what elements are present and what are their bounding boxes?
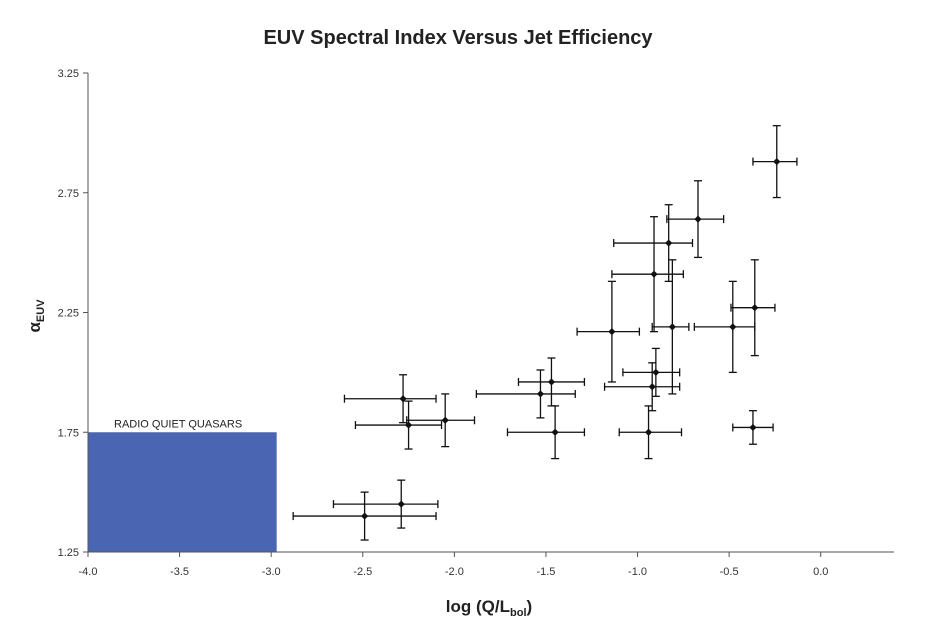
y-tick-label: 1.25 (58, 547, 79, 559)
x-tick-label: 0.0 (813, 566, 828, 578)
data-point (343, 374, 437, 424)
diamond-marker (650, 270, 658, 278)
diamond-marker (399, 395, 407, 403)
diamond-marker (361, 512, 369, 520)
x-tick-label: -3.0 (262, 566, 281, 578)
data-point (732, 410, 774, 445)
diamond-marker (608, 328, 616, 336)
diamond-marker (773, 158, 781, 166)
x-tick-label: -0.5 (720, 566, 739, 578)
data-point (292, 491, 437, 541)
diamond-marker (547, 378, 556, 386)
diamond-marker (665, 239, 673, 247)
data-point (730, 259, 776, 357)
data-point (576, 280, 641, 383)
data-point (611, 216, 684, 333)
radio-quiet-region (88, 432, 277, 552)
y-axis-label-main: α (25, 322, 44, 333)
x-tick-label: -3.5 (170, 566, 189, 578)
data-point (622, 347, 681, 397)
x-axis-label: log (Q/Lbol) (446, 597, 532, 619)
data-point (517, 357, 586, 407)
data-points (292, 125, 798, 541)
x-axis-ticks: -4.0 -3.5 -3.0 -2.5 -2.0 -1.5 -1.0 -0.5 0.0 (79, 552, 828, 578)
y-axis-label-sub: EUV (35, 299, 47, 322)
x-tick-label: -1.0 (628, 566, 647, 578)
radio-quiet-region-label: RADIO QUIET QUASARS (114, 418, 242, 430)
x-axis-label-sub: bol (510, 607, 527, 619)
data-point (603, 362, 681, 412)
diamond-marker (751, 304, 759, 312)
data-point (752, 125, 798, 199)
x-tick-label: -4.0 (79, 566, 98, 578)
diamond-marker (729, 323, 737, 331)
x-tick-label: -2.0 (445, 566, 464, 578)
y-axis-label: αEUV (25, 299, 47, 333)
data-point (693, 280, 756, 374)
data-point (406, 393, 476, 448)
diamond-marker (749, 423, 757, 432)
y-axis-ticks: 1.25 1.75 2.25 2.75 3.25 (58, 68, 88, 559)
diamond-marker (668, 323, 676, 331)
diamond-marker (652, 368, 660, 376)
data-point (354, 400, 443, 450)
x-axis-label-end: ) (527, 597, 533, 616)
diamond-marker (694, 215, 702, 223)
data-point (475, 369, 576, 419)
diamond-marker (551, 428, 559, 436)
data-point (618, 405, 683, 460)
diamond-marker (536, 390, 545, 398)
data-point (666, 180, 725, 259)
y-tick-label: 1.75 (58, 427, 79, 439)
diamond-marker (441, 416, 449, 424)
x-tick-label: -2.5 (353, 566, 372, 578)
y-tick-label: 3.25 (58, 68, 79, 80)
diamond-marker (397, 500, 405, 508)
chart-title: EUV Spectral Index Versus Jet Efficiency (263, 27, 653, 49)
y-tick-label: 2.75 (58, 188, 79, 200)
x-tick-label: -1.5 (536, 566, 555, 578)
diamond-marker (648, 383, 656, 391)
diamond-marker (644, 428, 653, 436)
y-tick-label: 2.25 (58, 308, 79, 320)
data-point (651, 259, 690, 395)
x-axis-label-main: log (Q/L (446, 597, 510, 616)
data-point (506, 405, 586, 460)
data-point (613, 204, 694, 283)
data-point (332, 479, 439, 529)
